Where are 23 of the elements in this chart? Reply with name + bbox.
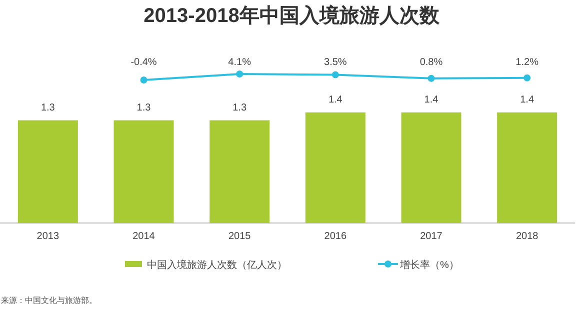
x-tick-label: 2016 [324,231,347,242]
legend-label: 增长率（%） [399,259,459,271]
data-label: 1.3 [232,102,247,114]
data-label: -0.4% [130,57,157,68]
data-label: 1.4 [520,94,534,106]
source-note: 来源：中国文化与旅游部。 [1,296,97,305]
legend-label: 中国入境旅游人次数（亿人次） [147,259,287,271]
x-tick-label: 2014 [132,231,156,242]
x-tick-label: 2017 [420,231,443,242]
legend: 中国入境旅游人次数（亿人次） [125,260,287,271]
data-label: 1.3 [40,102,56,114]
data-label: 3.5% [324,57,347,68]
data-label: 1.3 [136,102,152,114]
x-tick-label: 2018 [516,231,539,242]
chart-title: 2013-2018年中国入境旅游人次数 [144,4,440,27]
data-label: 1.2% [516,57,539,68]
legend: 增长率（%） [378,260,459,271]
x-tick-label: 2015 [228,231,252,242]
x-tick-label: 2013 [36,231,60,242]
data-label: 1.4 [424,94,439,106]
data-label: 1.4 [328,94,343,106]
data-label: 4.1% [228,57,252,68]
data-label: 0.8% [420,57,443,68]
